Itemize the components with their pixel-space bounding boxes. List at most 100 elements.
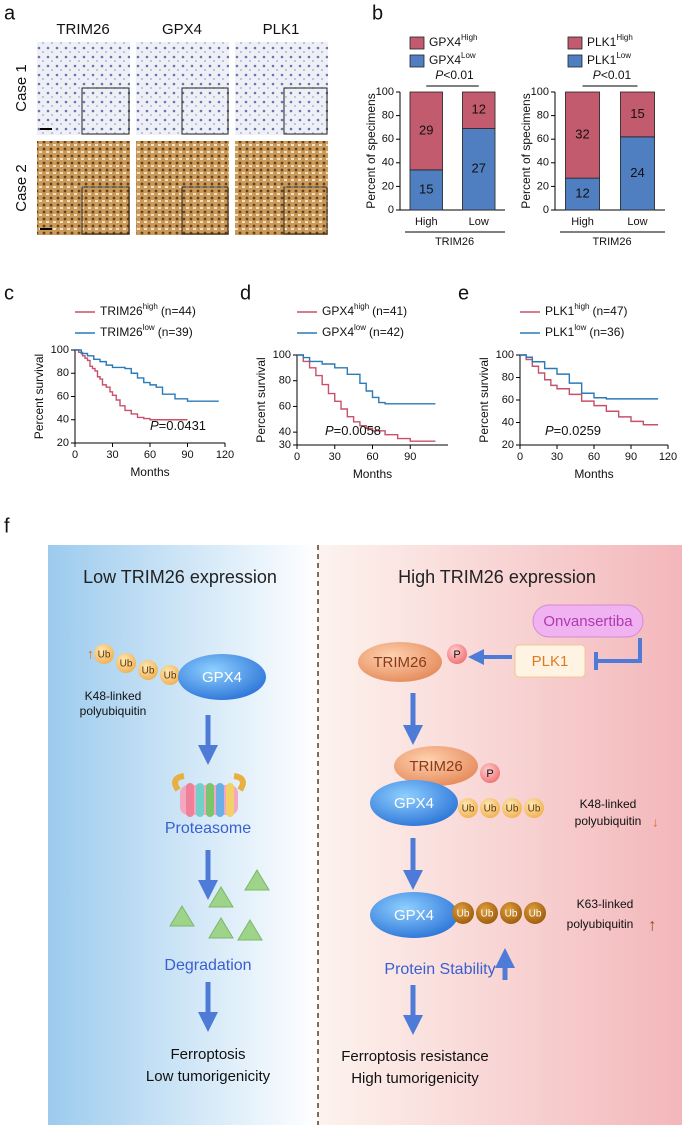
x-tick-label: High xyxy=(415,216,438,228)
group-label: TRIM26 xyxy=(435,236,474,248)
micrograph xyxy=(235,141,328,235)
legend-swatch xyxy=(567,36,583,50)
legend-superscript: low xyxy=(574,323,586,332)
ub: Ub xyxy=(528,804,541,815)
protein-label: TRIM26 xyxy=(409,758,462,775)
ub: Ub xyxy=(98,650,111,661)
group-label: TRIM26 xyxy=(592,236,631,248)
p-symbol: P xyxy=(545,423,554,438)
count-label: 29 xyxy=(419,122,433,137)
legend-n: (n=41) xyxy=(372,304,407,318)
panel-letter: c xyxy=(4,282,14,304)
legend-swatch xyxy=(567,54,583,68)
legend-name: TRIM26 xyxy=(100,304,143,318)
x-tick-label: 90 xyxy=(625,451,637,463)
y-axis-label: Percent survival xyxy=(254,357,268,442)
x-tick-label: 120 xyxy=(216,449,234,461)
legend-label: GPX4High xyxy=(429,33,477,49)
column-label: GPX4 xyxy=(162,21,202,38)
p-symbol: P xyxy=(435,68,443,82)
y-tick-label: 40 xyxy=(279,426,291,438)
y-tick-label: 20 xyxy=(57,437,69,449)
survival-line xyxy=(520,354,659,400)
left-title: Low TRIM26 expression xyxy=(83,567,277,587)
legend-label: PLK1High xyxy=(587,33,633,49)
y-tick-label: 80 xyxy=(57,367,69,379)
x-tick-label: 30 xyxy=(329,451,341,463)
count-label: 12 xyxy=(575,186,589,201)
count-label: 15 xyxy=(419,181,433,196)
x-tick-label: 0 xyxy=(72,449,78,461)
up-arrow: ↑ xyxy=(87,646,94,662)
x-tick-label: 0 xyxy=(294,451,300,463)
bar-segment xyxy=(462,91,496,129)
ub-chain: Ub Ub Ub Ub xyxy=(94,644,180,685)
degradation-label: Degradation xyxy=(164,957,251,974)
bar-segment xyxy=(565,91,600,179)
panel-letter: d xyxy=(240,282,251,304)
legend-n: (n=39) xyxy=(158,325,193,339)
survival-line xyxy=(75,349,188,421)
legend-n: (n=47) xyxy=(592,304,627,318)
legend-superscript: High xyxy=(461,33,477,42)
ub: Ub xyxy=(142,666,155,677)
gpx4-protein xyxy=(178,654,266,700)
x-tick-label: 0 xyxy=(517,451,523,463)
y-tick-label: 100 xyxy=(531,86,549,98)
legend-n: (n=36) xyxy=(589,325,624,339)
legend-superscript: high xyxy=(354,302,369,311)
survival-line xyxy=(75,349,219,402)
p-annotation: P=0.0058 xyxy=(325,423,381,438)
linkage-label: polyubiquitin xyxy=(575,814,642,828)
outcome: Ferroptosis xyxy=(170,1046,245,1063)
drug xyxy=(532,604,644,638)
x-axis-label: Months xyxy=(130,465,169,479)
ub: Ub xyxy=(457,909,470,920)
gpx4-protein xyxy=(370,892,458,938)
protein-label: GPX4 xyxy=(394,907,434,924)
chart: e Percent survival 20 40 60 80 100 0 30 60 90 120 Mo… xyxy=(458,282,677,481)
y-tick-label: 40 xyxy=(382,157,394,169)
ub: Ub xyxy=(484,804,497,815)
y-tick-label: 80 xyxy=(502,371,514,383)
linkage-label: K48-linked xyxy=(580,797,637,811)
y-tick-label: 80 xyxy=(382,110,394,122)
count-label: 15 xyxy=(630,106,644,121)
legend-superscript: Low xyxy=(461,51,476,60)
y-tick-label: 40 xyxy=(537,157,549,169)
gpx4-protein xyxy=(370,780,458,826)
x-tick-label: 90 xyxy=(404,451,416,463)
row-label: Case 2 xyxy=(13,164,30,212)
legend-name: PLK1 xyxy=(545,304,575,318)
survival-line xyxy=(520,354,659,426)
legend-name: PLK1 xyxy=(587,35,617,49)
legend-label: GPX4Low xyxy=(429,51,476,67)
p-text: <0.01 xyxy=(443,68,474,82)
p-text: =0.0058 xyxy=(334,423,381,438)
phospho xyxy=(447,644,467,664)
p-annotation: P<0.01 xyxy=(435,68,474,82)
drug-label: Onvansertiba xyxy=(543,613,633,630)
inhibition xyxy=(594,638,642,670)
ub-chain: Ub Ub Ub Ub xyxy=(458,798,544,818)
legend-name: PLK1 xyxy=(587,53,617,67)
x-tick-label: 120 xyxy=(659,451,677,463)
legend-superscript: low xyxy=(354,323,366,332)
y-tick-label: 100 xyxy=(273,349,291,361)
p-symbol: P xyxy=(593,68,601,82)
legend-n: (n=42) xyxy=(369,325,404,339)
down-arrow: ↓ xyxy=(652,814,659,829)
p-text: =0.0431 xyxy=(159,418,206,433)
y-tick-label: 100 xyxy=(51,344,69,356)
proteasome-label: Proteasome xyxy=(165,820,251,837)
kinase xyxy=(514,644,586,678)
bar-segment xyxy=(620,136,655,211)
legend-swatch xyxy=(409,36,425,50)
survival-line xyxy=(297,354,436,442)
legend-name: GPX4 xyxy=(429,35,461,49)
right-background xyxy=(318,545,682,1125)
kinase-label: PLK1 xyxy=(532,653,569,670)
p-text: =0.0259 xyxy=(554,423,601,438)
x-tick-label: Low xyxy=(627,216,647,228)
